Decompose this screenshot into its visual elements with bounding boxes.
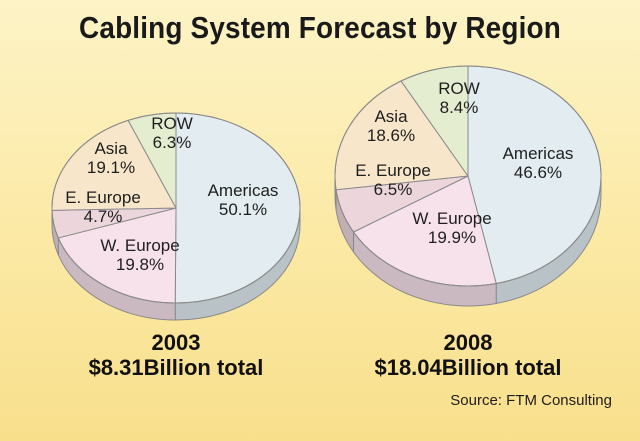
pie-2003-label-americas: Americas 50.1% (207, 181, 279, 219)
pie-2003-label-asia: Asia 19.1% (86, 139, 136, 177)
pie-2003-rim (51, 112, 301, 304)
pie-2008-label-asia: Asia 18.6% (366, 107, 416, 145)
pie-2008-total: $18.04Billion total (374, 355, 562, 380)
chart-title: Cabling System Forecast by Region (79, 10, 561, 45)
pie-2003-label-w-europe: W. Europe 19.8% (100, 236, 180, 274)
pie-2003-label-e-europe: E. Europe 4.7% (65, 188, 141, 226)
pie-2003-caption: 2003 $8.31Billion total (89, 330, 264, 380)
pie-2008-year: 2008 (443, 330, 493, 355)
pie-2008-label-w-europe: W. Europe 19.9% (412, 209, 492, 247)
pie-2008-label-e-europe: E. Europe 6.5% (355, 161, 431, 199)
pie-2003-label-row: ROW 6.3% (151, 114, 193, 152)
pie-2008-caption: 2008 $18.04Billion total (374, 330, 561, 380)
pie-2008-label-americas: Americas 46.6% (502, 144, 574, 182)
pie-2003-total: $8.31Billion total (88, 355, 264, 380)
pie-2008-rim (334, 65, 602, 287)
pie-2008-label-row: ROW 8.4% (438, 79, 480, 117)
pie-2003-year: 2003 (151, 330, 201, 355)
source-note: Source: FTM Consulting (450, 392, 612, 409)
